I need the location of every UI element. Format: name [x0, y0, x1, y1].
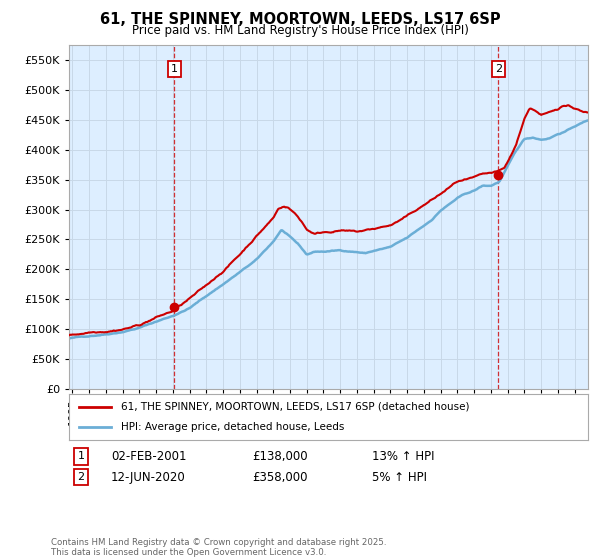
- Text: 1: 1: [77, 451, 85, 461]
- Text: 13% ↑ HPI: 13% ↑ HPI: [372, 450, 434, 463]
- Text: £138,000: £138,000: [252, 450, 308, 463]
- Text: HPI: Average price, detached house, Leeds: HPI: Average price, detached house, Leed…: [121, 422, 344, 432]
- Text: Price paid vs. HM Land Registry's House Price Index (HPI): Price paid vs. HM Land Registry's House …: [131, 24, 469, 37]
- Text: 61, THE SPINNEY, MOORTOWN, LEEDS, LS17 6SP (detached house): 61, THE SPINNEY, MOORTOWN, LEEDS, LS17 6…: [121, 402, 469, 412]
- Text: 12-JUN-2020: 12-JUN-2020: [111, 470, 186, 484]
- Text: Contains HM Land Registry data © Crown copyright and database right 2025.
This d: Contains HM Land Registry data © Crown c…: [51, 538, 386, 557]
- Text: 2: 2: [495, 64, 502, 74]
- Text: 1: 1: [171, 64, 178, 74]
- Text: 61, THE SPINNEY, MOORTOWN, LEEDS, LS17 6SP: 61, THE SPINNEY, MOORTOWN, LEEDS, LS17 6…: [100, 12, 500, 27]
- Text: £358,000: £358,000: [252, 470, 308, 484]
- Text: 2: 2: [77, 472, 85, 482]
- Text: 02-FEB-2001: 02-FEB-2001: [111, 450, 187, 463]
- Text: 5% ↑ HPI: 5% ↑ HPI: [372, 470, 427, 484]
